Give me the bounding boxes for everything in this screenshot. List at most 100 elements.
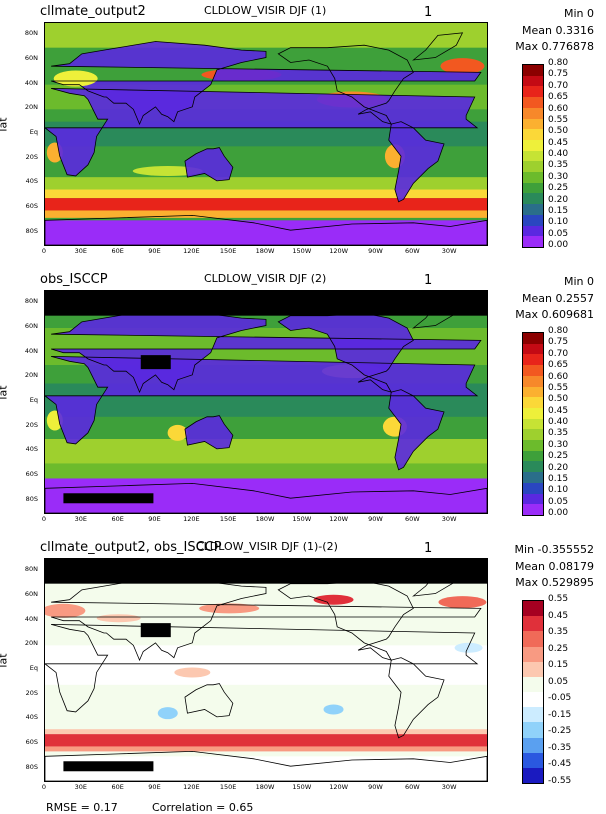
coastline-south-america: [388, 657, 445, 739]
colorbar-segment: [523, 86, 543, 98]
map-panel: CLDLOW_VISIR DJF (1) cllmate_output2 1 Min …: [0, 0, 606, 268]
stats-box: Min -0.355552 Mean 0.08179 Max 0.529895: [515, 542, 594, 592]
colorbar-label: 0.40: [548, 149, 569, 159]
lon-tick-label: 0: [41, 247, 47, 255]
colorbar-label: 0.30: [548, 439, 569, 450]
panel-title: CLDLOW_VISIR DJF (2): [204, 272, 327, 285]
colorbar-label: -0.15: [548, 709, 572, 720]
lon-tick-label: 60E: [111, 515, 124, 523]
colorbar-label: 0.65: [548, 92, 569, 103]
lon-tick-label: 150E: [219, 783, 237, 791]
band-southern-ocean-3: [45, 746, 487, 752]
coastline-greenland: [412, 32, 464, 61]
lat-tick-label: 20S: [25, 688, 38, 697]
coastline-australia: [184, 147, 234, 182]
lon-tick-label: 90E: [148, 515, 161, 523]
colorbar-label: 0.60: [548, 371, 569, 382]
colorbar-segment: [523, 631, 543, 647]
band-antarctica: [45, 220, 487, 245]
land-south-america: [388, 121, 445, 202]
colorbar-segment: [523, 214, 543, 227]
band-southern-ocean-1: [45, 729, 487, 735]
land-australia: [184, 415, 233, 449]
stat-line: Max 0.776878: [515, 40, 594, 53]
colorbar-label: -0.35: [548, 742, 572, 753]
lat-tick-label: 20S: [25, 152, 38, 161]
colorbar-segment: [523, 504, 543, 516]
land-eurasia: [51, 309, 481, 393]
lat-tick-label: 20N: [24, 103, 38, 112]
blob-gulf-alaska: [313, 594, 354, 605]
colorbar-segment: [523, 397, 543, 409]
lon-tick-label: 30E: [74, 515, 88, 523]
colorbar-segment: [523, 182, 543, 194]
lat-tick-label: 40N: [24, 614, 38, 623]
band-arctic: [45, 23, 487, 48]
colorbar-label: 0.35: [548, 627, 569, 638]
colorbar-label: 0.50: [548, 394, 569, 405]
blob-indian-neg: [157, 707, 178, 720]
lat-tick-label: 80N: [24, 297, 38, 306]
lon-tick-label: 90W: [368, 783, 383, 791]
lon-tick-label: 120W: [329, 515, 349, 523]
colorbar-segment: [523, 236, 543, 248]
colorbar-segment: [523, 407, 543, 420]
colorbar-label: 0.40: [548, 417, 569, 427]
colorbar-segment: [523, 386, 543, 398]
colorbar-segment: [523, 461, 543, 473]
lat-tick-label: 40S: [25, 177, 38, 186]
colorbar-label: -0.45: [548, 759, 572, 770]
land-africa: [45, 88, 478, 176]
coastline-antarctica: [45, 750, 487, 781]
colorbar-segment: [523, 333, 543, 345]
coastlines: [45, 300, 487, 513]
band-southern-ocean-1: [45, 189, 487, 199]
land-south-america: [388, 389, 445, 470]
stat-line: Max 0.529895: [515, 576, 594, 589]
lon-tick-label: 150W: [292, 783, 312, 791]
colorbar-label: 0.45: [548, 405, 569, 416]
lat-tick-label: 20S: [25, 420, 38, 429]
colorbar-segment: [523, 365, 543, 377]
coastline-north-america: [277, 580, 414, 661]
colorbar-segment: [523, 493, 543, 505]
colorbar-label: 0.05: [548, 496, 569, 507]
colorbar-segment: [523, 97, 543, 109]
colorbar: [522, 64, 544, 248]
lon-tick-label: 120W: [329, 783, 349, 791]
colorbar-label: 0.50: [548, 126, 569, 137]
coastline-north-america: [277, 44, 414, 125]
lon-tick-label: 150W: [292, 515, 312, 523]
lat-tick-label: 80S: [25, 762, 38, 771]
stat-line: Max 0.609681: [515, 308, 594, 321]
stats-box: Min 0 Mean 0.2557 Max 0.609681: [515, 274, 594, 324]
lon-tick-label: 60W: [404, 783, 420, 791]
colorbar-segment: [523, 343, 543, 355]
missing-data-arctic: [45, 559, 487, 584]
band-southern-ocean-3: [45, 210, 487, 218]
correlation-text: Correlation = 0.65: [152, 801, 254, 814]
colorbar-label: 0.10: [548, 217, 569, 228]
lat-tick-label: 60N: [24, 322, 38, 330]
lon-tick-label: 30E: [74, 783, 88, 791]
colorbar-label: -0.25: [548, 726, 572, 737]
lat-tick-label: 60S: [25, 470, 38, 478]
blob-europe: [45, 603, 86, 618]
blob-maritime: [174, 667, 211, 678]
lon-tick-label: 180W: [255, 247, 275, 255]
map-svg: [45, 23, 487, 245]
lon-tick-label: 30W: [441, 247, 457, 255]
blob-sahara: [454, 642, 483, 653]
colorbar-segment: [523, 354, 543, 366]
colorbar-label: 0.80: [548, 326, 569, 336]
missing-data-tibet: [140, 355, 171, 370]
lon-tick-label: 90E: [148, 247, 161, 255]
colorbar-segment: [523, 139, 543, 152]
panel-title: CLDLOW_VISIR DJF (1)-(2): [196, 540, 338, 553]
coastline-australia: [184, 683, 234, 718]
colorbar-segment: [523, 692, 543, 708]
colorbar-label: 0.30: [548, 171, 569, 182]
blob-n-atlantic: [440, 58, 485, 75]
colorbar-label: 0.70: [548, 348, 569, 359]
colorbar-label: 0.35: [548, 428, 569, 439]
